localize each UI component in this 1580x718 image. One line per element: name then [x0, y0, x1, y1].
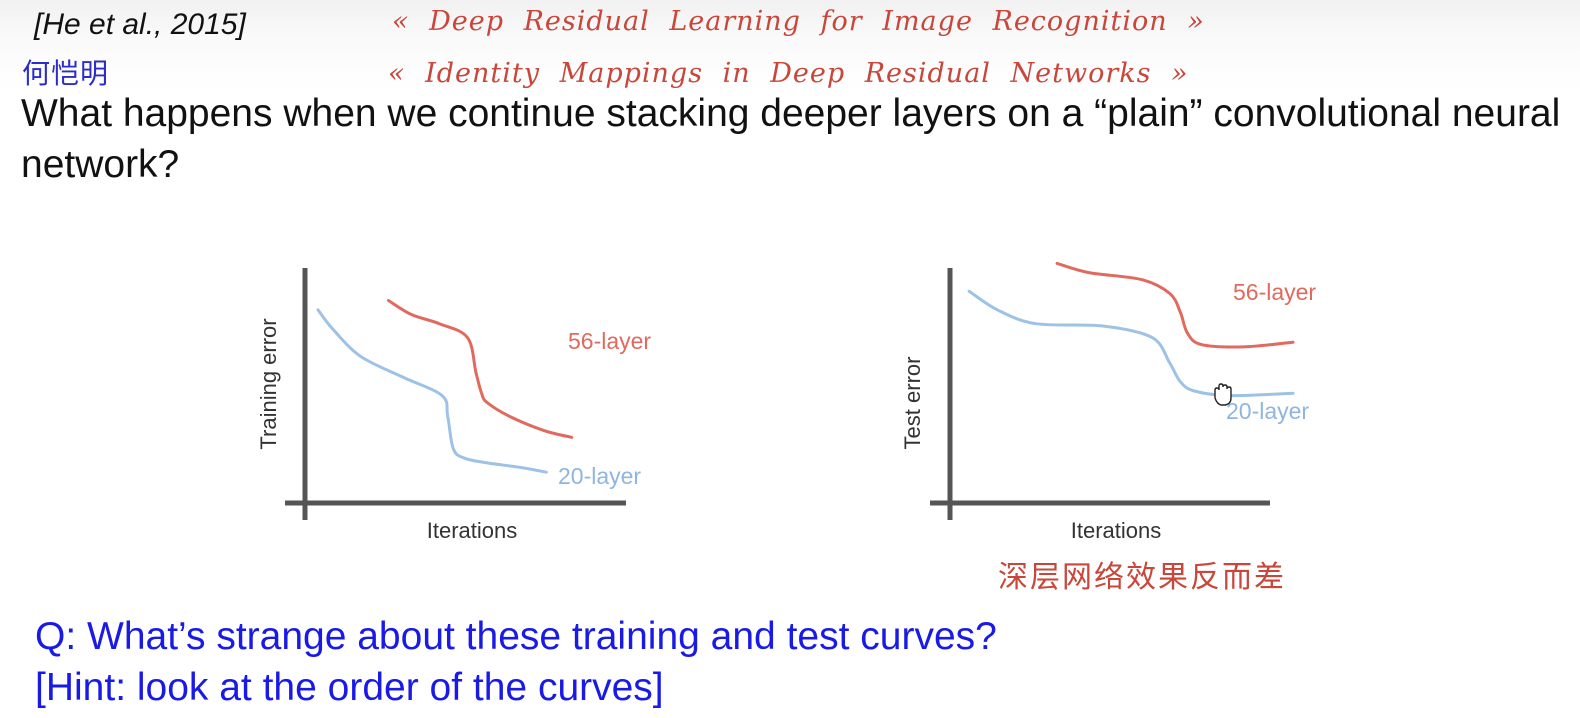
- test-error-chart: Test error Iterations 56-layer 20-layer: [900, 261, 1316, 543]
- handwritten-paper-title-1: « Deep Residual Learning for Image Recog…: [392, 6, 1205, 37]
- hint: [Hint: look at the order of the curves]: [35, 666, 664, 709]
- series-label-56-layer: 56-layer: [1233, 279, 1316, 305]
- citation: [He et al., 2015]: [34, 8, 246, 41]
- handwritten-author-annotation: 何恺明: [22, 57, 110, 90]
- handwritten-note: 深层网络效果反而差: [998, 560, 1286, 595]
- series-line-56-layer: [1055, 261, 1295, 349]
- x-axis-label: Iterations: [427, 518, 518, 543]
- series-line-20-layer: [316, 308, 548, 474]
- y-axis-label: Test error: [900, 357, 925, 450]
- series-label-20-layer: 20-layer: [558, 463, 641, 489]
- series-line-56-layer: [387, 299, 574, 439]
- discussion-question: Q: What’s strange about these training a…: [35, 615, 997, 658]
- training-error-chart: Training error Iterations 56-layer 20-la…: [256, 268, 651, 543]
- series-label-56-layer: 56-layer: [568, 328, 651, 354]
- series-line-20-layer: [967, 289, 1295, 398]
- handwritten-paper-title-2: « Identity Mappings in Deep Residual Net…: [388, 58, 1189, 89]
- x-axis-label: Iterations: [1071, 518, 1162, 543]
- series-label-20-layer: 20-layer: [1226, 398, 1309, 424]
- slide-question: What happens when we continue stacking d…: [21, 92, 1561, 186]
- hand-cursor-icon: [1214, 383, 1232, 406]
- y-axis-label: Training error: [256, 318, 281, 449]
